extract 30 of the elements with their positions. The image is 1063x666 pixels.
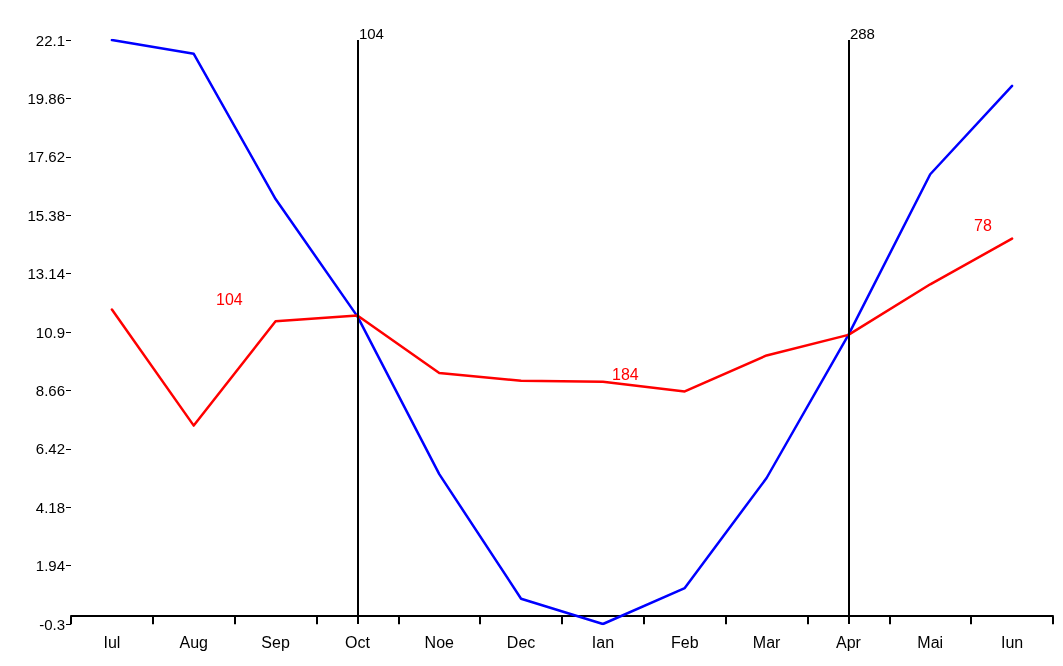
x-tick-label: Iun bbox=[1000, 633, 1024, 651]
x-tick-label: Dec bbox=[506, 633, 536, 651]
x-tick-label: Iul bbox=[103, 633, 121, 651]
y-tick-label: 19.86 bbox=[27, 89, 65, 107]
y-tick-label: 22.1 bbox=[35, 31, 65, 49]
x-tick-label: Ian bbox=[591, 633, 615, 651]
x-tick-label: Noe bbox=[424, 633, 455, 651]
y-tick-label: 13.14 bbox=[27, 265, 65, 283]
y-tick-label: 4.18 bbox=[35, 498, 65, 516]
y-tick-label: -0.3 bbox=[39, 615, 65, 633]
y-tick-label: 8.66 bbox=[35, 381, 65, 399]
y-tick-label: 17.62 bbox=[27, 148, 65, 166]
annotation: 104 bbox=[216, 290, 243, 308]
x-tick-label: Apr bbox=[835, 633, 862, 651]
x-tick-label: Oct bbox=[344, 633, 371, 651]
annotation: 78 bbox=[974, 216, 992, 234]
y-tick-label: 1.94 bbox=[35, 557, 65, 575]
x-tick-label: Aug bbox=[179, 633, 208, 651]
ref-line-label: 288 bbox=[849, 25, 875, 42]
y-tick-label: 6.42 bbox=[35, 440, 65, 458]
x-tick-label: Feb bbox=[670, 633, 699, 651]
y-tick-label: 15.38 bbox=[27, 206, 65, 224]
x-tick-label: Mai bbox=[917, 633, 944, 651]
x-tick-label: Sep bbox=[261, 633, 290, 651]
line-series bbox=[110, 237, 1014, 427]
annotation: 184 bbox=[612, 365, 639, 383]
x-tick-label: Mar bbox=[752, 633, 782, 651]
ref-line-label: 104 bbox=[358, 25, 384, 42]
y-tick-label: 10.9 bbox=[35, 323, 65, 341]
line-series bbox=[110, 38, 1014, 626]
